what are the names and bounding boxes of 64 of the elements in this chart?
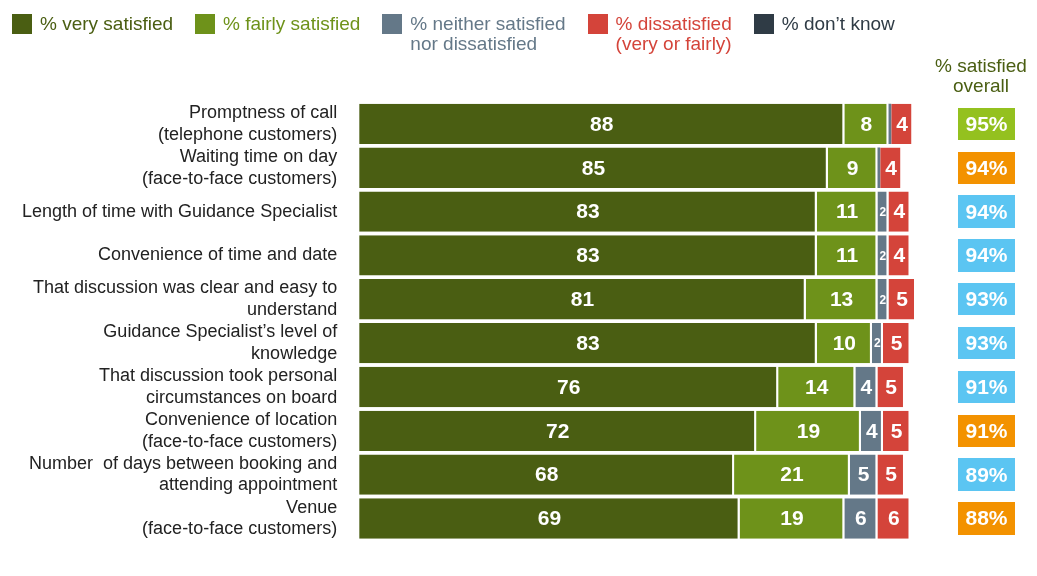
data-label: 88% [958, 502, 1015, 535]
data-label: 93% [958, 326, 1015, 360]
data-label: 10 [832, 330, 857, 354]
y-tick-label: Guidance Specialist’s level of knowledge [103, 321, 339, 363]
data-label: 9 [846, 155, 859, 179]
y-tick-label: Waiting time on day (face-to-face customers) [142, 145, 338, 188]
data-label: 91% [958, 370, 1015, 404]
data-label: 19 [780, 506, 804, 530]
data-label: 21 [780, 462, 804, 486]
data-label: 5 [890, 418, 903, 442]
data-label: 89% [958, 458, 1015, 491]
data-label: 6 [888, 506, 900, 530]
data-label: 85 [581, 155, 606, 179]
data-label: 5 [885, 374, 898, 398]
y-tick-label: Length of time with Guidance Specialist [21, 200, 338, 221]
legend-label: % neither satisfied nor dissatisfied [410, 13, 566, 54]
y-tick-label: Venue (face-to-face customers) [142, 496, 338, 539]
data-label: 95% [958, 107, 1015, 141]
data-label: 76 [556, 374, 581, 398]
data-label: 94% [958, 239, 1015, 272]
data-label: 4 [896, 111, 909, 135]
legend-label: % dissatisfied (very or fairly) [615, 13, 732, 54]
data-label: 69 [537, 506, 562, 530]
data-label: 81 [570, 287, 595, 311]
data-label: 2 [879, 204, 887, 219]
data-label: 83 [576, 199, 600, 223]
data-label: 5 [885, 462, 898, 486]
data-label: 4 [860, 374, 873, 398]
data-label: 4 [893, 199, 906, 223]
data-label: 4 [885, 155, 898, 179]
data-label: 83 [576, 243, 600, 267]
data-label: 11 [835, 199, 859, 223]
data-label: 19 [796, 418, 821, 442]
data-label: 2 [874, 336, 882, 351]
legend-label: % don’t know [781, 13, 895, 34]
data-label: 94% [958, 195, 1015, 228]
y-tick-label: That discussion was clear and easy to understand [33, 277, 338, 320]
y-tick-label: Convenience of time and date [98, 244, 338, 265]
data-label: 91% [958, 414, 1015, 448]
legend-label: % fairly satisfied [223, 13, 361, 34]
data-label: 5 [890, 330, 903, 354]
data-label: 14 [805, 374, 829, 398]
data-label: 13 [829, 287, 854, 311]
data-label: 2 [879, 248, 887, 263]
data-label: 68 [534, 462, 559, 486]
data-label: 6 [855, 506, 867, 530]
data-label: 83 [576, 330, 600, 354]
text: % satisfied overall [934, 55, 1028, 96]
data-label: 2 [879, 292, 887, 307]
y-tick-label: That discussion took personal circumstances on board [99, 365, 338, 407]
data-label: 93% [958, 283, 1015, 316]
y-tick-label: Number of days between booking and attending appointment [28, 452, 338, 495]
data-label: 4 [866, 418, 879, 442]
y-tick-label: Convenience of location (face-to-face customers) [142, 408, 338, 451]
data-label: 4 [893, 243, 906, 267]
data-label: 8 [860, 111, 873, 135]
data-label: 5 [896, 287, 909, 311]
data-label: 72 [545, 418, 570, 442]
y-tick-label: Promptness of call (telephone customers) [158, 102, 338, 144]
legend-label: % very satisfied [40, 13, 174, 34]
data-label: 5 [857, 462, 870, 486]
data-label: 88 [590, 111, 614, 135]
data-label: 94% [958, 151, 1015, 184]
data-label: 11 [835, 243, 859, 267]
